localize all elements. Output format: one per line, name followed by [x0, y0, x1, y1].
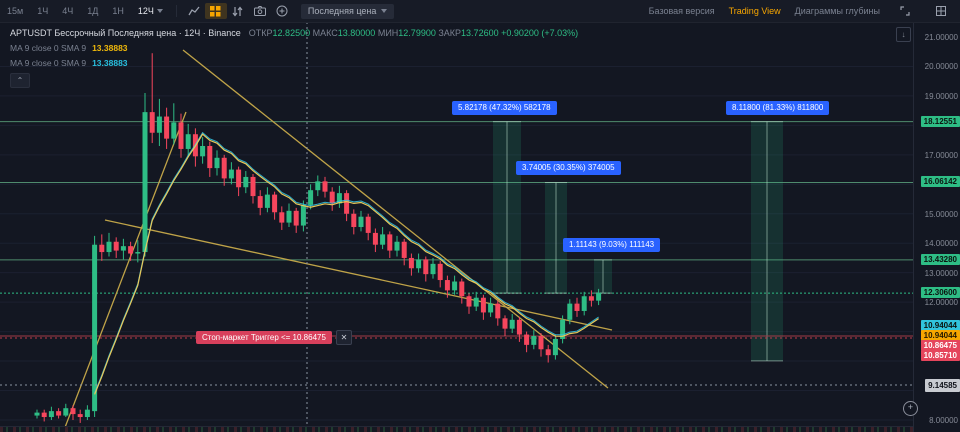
axis-price-label: 19.00000	[924, 91, 958, 101]
high-value: 13.80000	[337, 28, 376, 38]
price-range-label[interactable]: 5.82178 (47.32%) 582178	[452, 101, 557, 115]
close-value: 13.72600	[461, 28, 499, 38]
symbol-title[interactable]: APTUSDT Бессрочный Последняя цена · 12Ч …	[10, 28, 241, 38]
stop-order-row: Стоп-маркет Триггер <= 10.86475 ✕	[196, 330, 352, 345]
toolbar-right-group: Базовая версия Trading View Диаграммы гл…	[649, 3, 960, 19]
axis-price-label: 13.00000	[924, 268, 958, 278]
high-label: МАКС	[312, 28, 338, 38]
chart-toolbar: 15м 1Ч 4Ч 1Д 1Н 12Ч	[0, 0, 960, 23]
axis-price-label: 14.00000	[924, 239, 958, 249]
tab-timeframe-4h[interactable]: 4Ч	[62, 6, 74, 16]
tab-timeframe-12h-active[interactable]: 12Ч	[131, 6, 170, 16]
axis-price-tag-green: 12.30600	[920, 287, 960, 298]
expand-icon[interactable]	[894, 3, 916, 19]
axis-price-label: 20.00000	[924, 62, 958, 72]
tab-timeframe-1d[interactable]: 1Д	[87, 6, 99, 16]
axis-price-label: 21.00000	[924, 33, 958, 42]
add-circle-icon[interactable]	[271, 3, 293, 19]
indicators-icon[interactable]	[204, 3, 227, 19]
axis-price-label: 12.00000	[924, 298, 958, 308]
price-range-label[interactable]: 1.11143 (9.03%) 111143	[563, 238, 661, 252]
chevron-down-icon	[381, 9, 388, 13]
axis-price-tag-green: 16.06142	[920, 176, 960, 187]
open-value: 12.82500	[272, 28, 311, 38]
basic-version-link[interactable]: Базовая версия	[648, 6, 715, 16]
collapse-chevron-icon: ⌃	[16, 76, 24, 85]
chart-action-icon[interactable]: ↓	[896, 27, 911, 42]
legend-collapse-button[interactable]: ⌃	[10, 73, 30, 88]
axis-price-label: 8.00000	[929, 415, 958, 425]
axis-price-tag-green: 13.43280	[920, 254, 960, 265]
depth-charts-link[interactable]: Диаграммы глубины	[794, 6, 880, 16]
ma1-label: MA 9 close 0 SMA 9	[10, 43, 87, 53]
axis-price-tag-red: 10.86475	[920, 340, 960, 351]
close-icon[interactable]: ✕	[335, 330, 352, 345]
axis-price-tag-red: 10.85710	[920, 350, 960, 361]
pane-divider	[0, 426, 913, 427]
panel-grid-icon[interactable]	[930, 3, 952, 19]
compare-icon[interactable]	[227, 3, 249, 19]
axis-price-tag-orange: 10.94044	[920, 330, 960, 341]
active-timeframe-label: 12Ч	[137, 6, 154, 16]
open-label: ОТКР	[248, 28, 273, 38]
axis-price-label: 17.00000	[924, 150, 958, 160]
tab-timeframe-1h[interactable]: 1Ч	[37, 6, 49, 16]
close-label: ЗАКР	[438, 28, 462, 38]
chart-type-icon[interactable]	[183, 3, 205, 19]
price-range-label[interactable]: 3.74005 (30.35%) 374005	[516, 161, 621, 175]
price-mode-dropdown[interactable]: Последняя цена	[300, 3, 395, 19]
stop-order-label[interactable]: Стоп-маркет Триггер <= 10.86475	[196, 331, 332, 344]
price-mode-label: Последняя цена	[307, 6, 377, 16]
chart-canvas[interactable]	[0, 22, 913, 432]
ma1-value: 13.38883	[92, 43, 128, 53]
chart-legend: APTUSDT Бессрочный Последняя цена · 12Ч …	[10, 27, 578, 88]
low-label: МИН	[377, 28, 399, 38]
low-value: 12.79900	[398, 28, 436, 38]
price-range-label[interactable]: 8.11800 (81.33%) 811800	[726, 101, 830, 115]
axis-price-label: 15.00000	[924, 209, 958, 219]
ma2-label: MA 9 close 0 SMA 9	[10, 58, 87, 68]
bottom-pane-strip	[0, 427, 913, 432]
tab-timeframe-1w[interactable]: 1Н	[112, 6, 124, 16]
tradingview-link[interactable]: Trading View	[728, 6, 781, 16]
legend-symbol-row: APTUSDT Бессрочный Последняя цена · 12Ч …	[10, 27, 578, 40]
legend-ma1-row[interactable]: MA 9 close 0 SMA 9 13.38883	[10, 42, 578, 55]
camera-icon[interactable]	[249, 3, 271, 19]
axis-price-tag-cross: 9.14585	[925, 379, 960, 392]
legend-ma2-row[interactable]: MA 9 close 0 SMA 9 13.38883	[10, 57, 578, 70]
axis-price-tag-cyan: 10.94044	[920, 320, 960, 331]
ma2-value: 13.38883	[92, 58, 128, 68]
price-axis[interactable]: + 21.00000 20.00000 19.00000 17.00000 15.000…	[903, 22, 960, 432]
chevron-down-icon	[156, 9, 163, 13]
tab-timeframe-15m[interactable]: 15м	[7, 6, 24, 16]
axis-price-tag-green: 18.12551	[920, 116, 960, 127]
change-value: +0.90200 (+7.03%)	[501, 28, 579, 38]
toolbar-divider	[175, 5, 177, 17]
add-order-plus-icon[interactable]: +	[903, 401, 918, 416]
